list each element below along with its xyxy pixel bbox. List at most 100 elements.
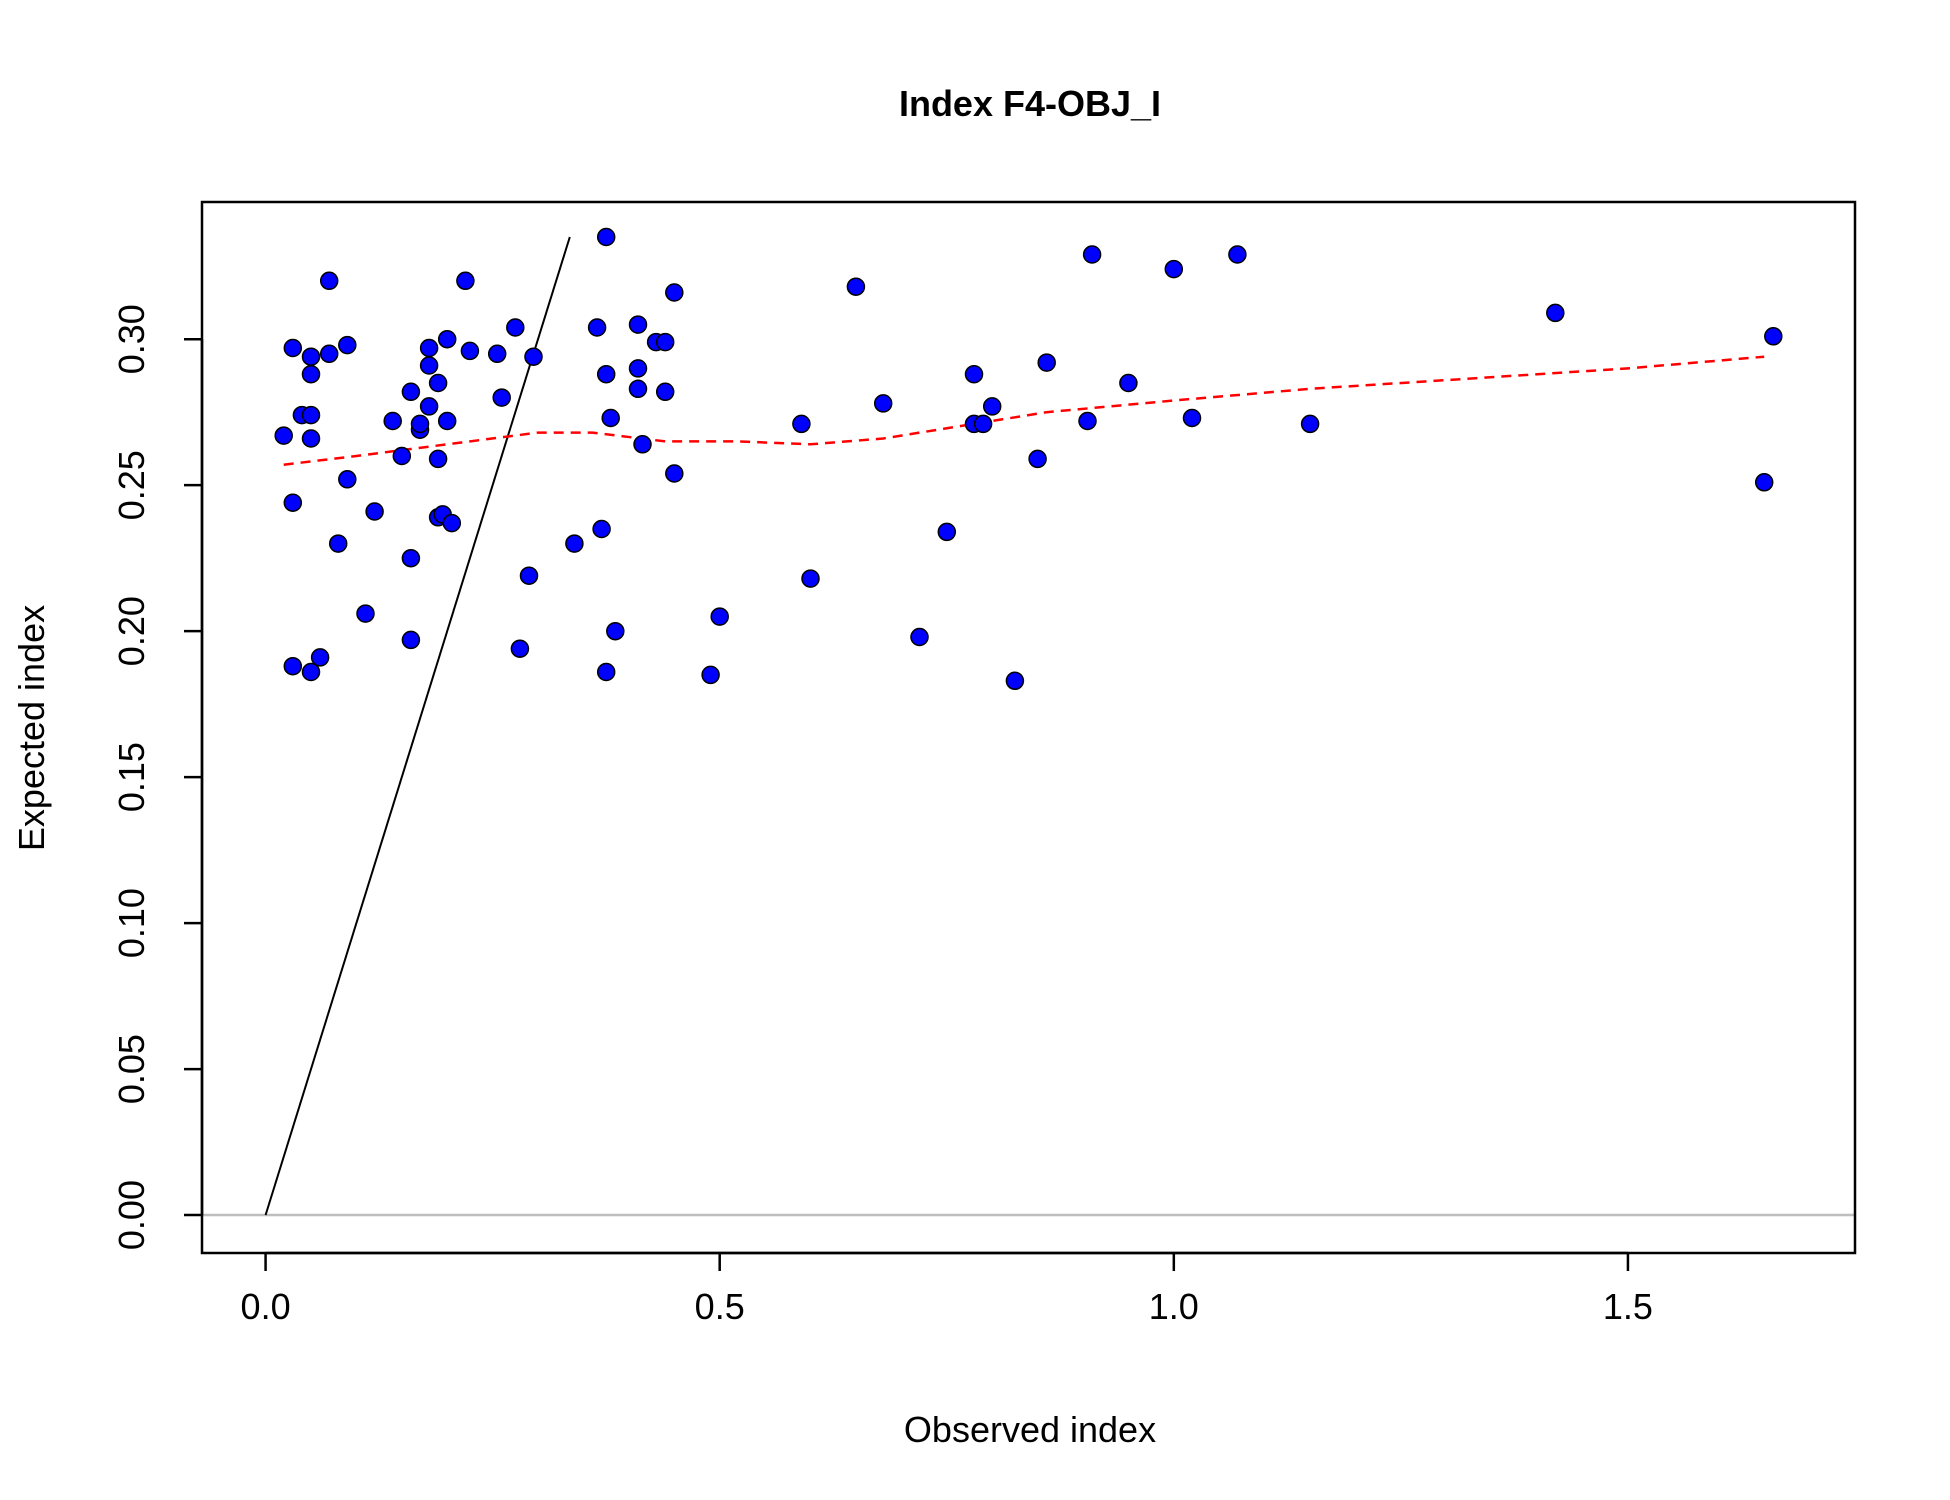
scatter-point — [973, 414, 993, 434]
scatter-point — [301, 347, 321, 366]
scatter-point — [456, 271, 475, 291]
y-axis-label: Expected index — [11, 605, 52, 851]
scatter-point — [328, 534, 348, 553]
scatter-point — [628, 359, 648, 378]
scatter-point — [419, 397, 439, 416]
scatter-point — [592, 519, 611, 539]
y-tick-label: 0.25 — [111, 450, 152, 520]
scatter-point — [1028, 449, 1047, 469]
scatter-point — [1164, 259, 1184, 279]
scatter-point — [964, 364, 984, 384]
scatter-point — [401, 630, 421, 650]
y-tick-label: 0.20 — [111, 596, 152, 666]
scatter-point — [319, 344, 339, 364]
scatter-point — [428, 373, 448, 393]
scatter-point — [596, 364, 616, 384]
scatter-point — [419, 338, 439, 358]
scatter-point — [392, 446, 412, 466]
smoothed-trend-line — [283, 355, 1765, 466]
scatter-point — [1037, 353, 1056, 372]
scatter-point — [365, 502, 384, 521]
x-tick-label: 1.0 — [1149, 1286, 1199, 1327]
scatter-point — [283, 493, 303, 512]
scatter-point — [1182, 408, 1202, 428]
scatter-point — [982, 397, 1002, 416]
scatter-point — [419, 356, 439, 375]
scatter-point — [1005, 671, 1025, 691]
scatter-point — [338, 335, 357, 355]
scatter-point — [437, 411, 457, 431]
y-tick-label: 0.00 — [111, 1180, 152, 1250]
scatter-point — [319, 271, 339, 291]
scatter-point — [510, 639, 530, 658]
x-tick-label: 0.5 — [695, 1286, 745, 1327]
scatter-point — [792, 414, 811, 434]
scatter-point — [606, 621, 625, 641]
scatter-point — [356, 604, 375, 623]
plot-area — [202, 227, 1855, 1217]
x-tick-label: 0.0 — [241, 1286, 291, 1327]
scatter-point — [506, 318, 525, 337]
scatter-point — [1754, 473, 1774, 492]
y-axis: 0.00 0.05 0.10 0.15 0.20 0.25 0.30 — [111, 304, 204, 1250]
y-tick-label: 0.05 — [111, 1034, 152, 1104]
scatter-point — [442, 513, 462, 533]
scatter-point — [910, 627, 929, 647]
scatter-point — [1764, 327, 1783, 346]
scatter-point — [1119, 373, 1138, 393]
scatter-point — [655, 382, 675, 402]
scatter-point — [487, 344, 507, 364]
scatter-point — [665, 283, 684, 302]
scatter-point — [628, 379, 648, 399]
scatter-point — [1546, 303, 1565, 323]
scatter-point — [937, 522, 957, 542]
x-axis-label: Observed index — [904, 1409, 1156, 1450]
chart-title: Index F4-OBJ_I — [899, 83, 1161, 124]
scatter-point — [1082, 245, 1102, 264]
scatter-point — [665, 464, 684, 483]
scatter-point — [301, 405, 321, 425]
scatter-point — [428, 449, 448, 469]
scatter-point — [587, 318, 607, 337]
scatter-point — [524, 347, 543, 366]
y-tick-label: 0.10 — [111, 888, 152, 958]
identity-line — [264, 236, 571, 1216]
scatter-point — [873, 394, 893, 413]
scatter-point — [519, 566, 539, 585]
scatter-point — [596, 227, 616, 247]
scatter-point — [628, 315, 648, 334]
scatter-point — [655, 332, 675, 352]
scatter-point — [338, 470, 357, 489]
scatter-point — [710, 607, 729, 626]
scatter-point — [460, 341, 480, 361]
scatter-point — [401, 548, 421, 568]
y-tick-label: 0.30 — [111, 304, 152, 374]
scatter-point — [801, 569, 820, 588]
x-axis: 0.0 0.5 1.0 1.5 — [241, 1251, 1653, 1327]
scatter-point — [565, 534, 584, 553]
scatter-point — [301, 429, 321, 448]
scatter-point — [301, 364, 321, 384]
scatter-point — [1300, 414, 1320, 434]
scatter-point — [283, 338, 303, 358]
scatter-point — [401, 382, 421, 402]
scatter-point — [601, 408, 620, 428]
scatter-point — [283, 656, 303, 676]
scatter-point — [633, 435, 652, 454]
x-tick-label: 1.5 — [1603, 1286, 1653, 1327]
y-tick-label: 0.15 — [111, 742, 152, 812]
scatter-point — [492, 388, 511, 407]
scatter-point — [1228, 245, 1247, 264]
scatter-point — [410, 414, 430, 434]
scatter-point — [301, 662, 321, 682]
scatter-point — [383, 411, 402, 431]
scatter-point — [310, 648, 330, 667]
plot-frame — [200, 200, 1857, 1255]
scatter-point — [437, 329, 457, 349]
scatter-point — [701, 665, 720, 685]
scatter-point — [1078, 411, 1097, 431]
scatter-point — [274, 426, 293, 445]
scatter-point — [846, 277, 866, 296]
scatter-point — [596, 662, 616, 682]
